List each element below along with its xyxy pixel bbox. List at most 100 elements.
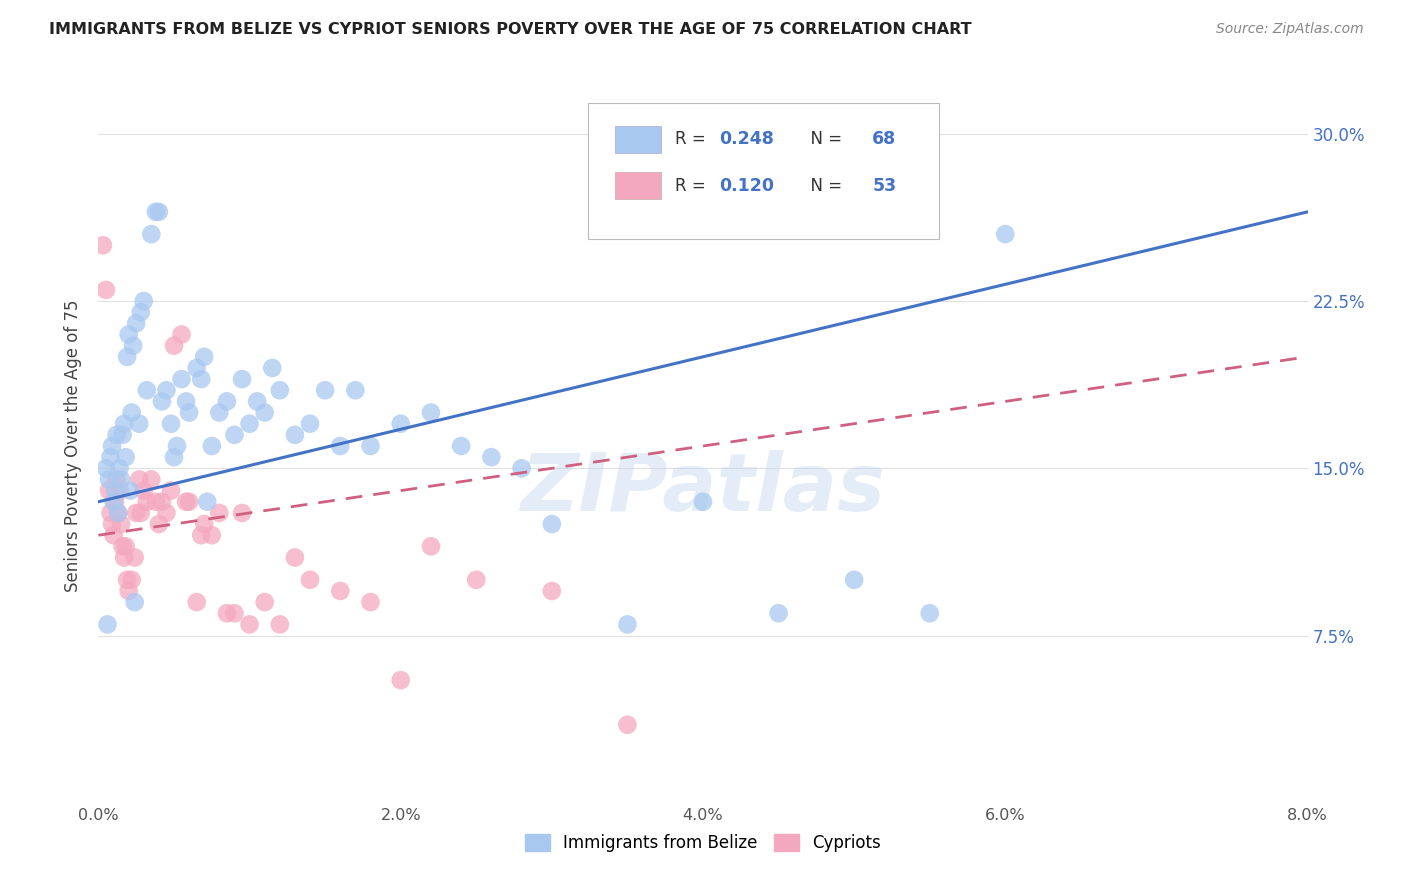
Point <box>101 439 124 453</box>
Point <box>224 607 246 621</box>
Point <box>201 439 224 453</box>
Point <box>120 483 142 498</box>
Point <box>389 673 412 687</box>
Point <box>124 550 146 565</box>
Point <box>145 494 167 508</box>
Point <box>215 394 238 409</box>
Point <box>148 516 170 531</box>
Point <box>360 595 382 609</box>
Point <box>122 338 145 352</box>
Point <box>114 450 136 464</box>
Point <box>135 494 157 508</box>
Point <box>115 573 138 587</box>
Point <box>314 384 336 398</box>
Point <box>465 573 488 587</box>
Point <box>284 427 307 442</box>
Point <box>344 384 367 398</box>
Text: ZIPatlas: ZIPatlas <box>520 450 886 528</box>
Point <box>125 506 148 520</box>
Text: 68: 68 <box>872 130 897 148</box>
Text: R =: R = <box>675 177 711 194</box>
Point <box>129 305 152 319</box>
Point <box>481 450 503 464</box>
Point <box>179 494 201 508</box>
Point <box>107 506 129 520</box>
Point <box>186 360 208 375</box>
Point <box>114 539 136 553</box>
Text: N =: N = <box>800 177 846 194</box>
Point <box>105 472 128 486</box>
Point <box>253 405 276 419</box>
Point <box>284 550 307 565</box>
Point <box>128 472 150 486</box>
Point <box>195 494 218 508</box>
Legend: Immigrants from Belize, Cypriots: Immigrants from Belize, Cypriots <box>517 827 889 859</box>
Point <box>201 528 224 542</box>
Point <box>215 607 238 621</box>
Point <box>450 439 472 453</box>
Point <box>118 583 141 598</box>
Point <box>132 293 155 308</box>
Point <box>269 617 291 632</box>
Point <box>174 394 197 409</box>
Point <box>768 607 790 621</box>
Point <box>179 405 201 419</box>
Point <box>100 450 122 464</box>
Point <box>208 506 231 520</box>
Point <box>104 483 127 498</box>
Point <box>141 227 163 241</box>
Point <box>128 417 150 431</box>
Point <box>111 539 134 553</box>
Y-axis label: Seniors Poverty Over the Age of 75: Seniors Poverty Over the Age of 75 <box>65 300 83 592</box>
Point <box>108 483 131 498</box>
Point <box>94 461 117 475</box>
Point <box>145 204 167 219</box>
Point <box>299 417 322 431</box>
Point <box>616 617 638 632</box>
Point <box>124 595 146 609</box>
Point <box>98 483 121 498</box>
Point <box>160 417 183 431</box>
Point <box>174 494 197 508</box>
Text: 0.120: 0.120 <box>718 177 773 194</box>
FancyBboxPatch shape <box>588 103 939 239</box>
Point <box>103 494 125 508</box>
Text: Source: ZipAtlas.com: Source: ZipAtlas.com <box>1216 22 1364 37</box>
Point <box>121 573 143 587</box>
Point <box>420 405 443 419</box>
Point <box>98 472 121 486</box>
Point <box>108 461 131 475</box>
FancyBboxPatch shape <box>614 172 661 199</box>
Point <box>110 472 132 486</box>
Point <box>246 394 269 409</box>
Point <box>160 483 183 498</box>
Text: IMMIGRANTS FROM BELIZE VS CYPRIOT SENIORS POVERTY OVER THE AGE OF 75 CORRELATION: IMMIGRANTS FROM BELIZE VS CYPRIOT SENIOR… <box>49 22 972 37</box>
Point <box>129 506 152 520</box>
Point <box>994 227 1017 241</box>
Point <box>239 617 262 632</box>
Point <box>150 494 173 508</box>
Point <box>163 338 186 352</box>
Point <box>299 573 322 587</box>
Point <box>103 528 125 542</box>
Point <box>94 283 117 297</box>
Point <box>148 204 170 219</box>
Point <box>91 238 114 252</box>
Point <box>118 327 141 342</box>
Point <box>150 394 173 409</box>
Point <box>616 717 638 731</box>
Point <box>262 360 284 375</box>
Point <box>692 494 714 508</box>
Point <box>420 539 443 553</box>
Point <box>96 617 118 632</box>
Point <box>110 516 132 531</box>
Point <box>107 506 129 520</box>
Point <box>111 427 134 442</box>
Point <box>918 607 941 621</box>
Point <box>844 573 866 587</box>
Point <box>329 583 352 598</box>
Point <box>540 516 562 531</box>
Point <box>141 472 163 486</box>
Text: 53: 53 <box>872 177 897 194</box>
Point <box>104 494 127 508</box>
